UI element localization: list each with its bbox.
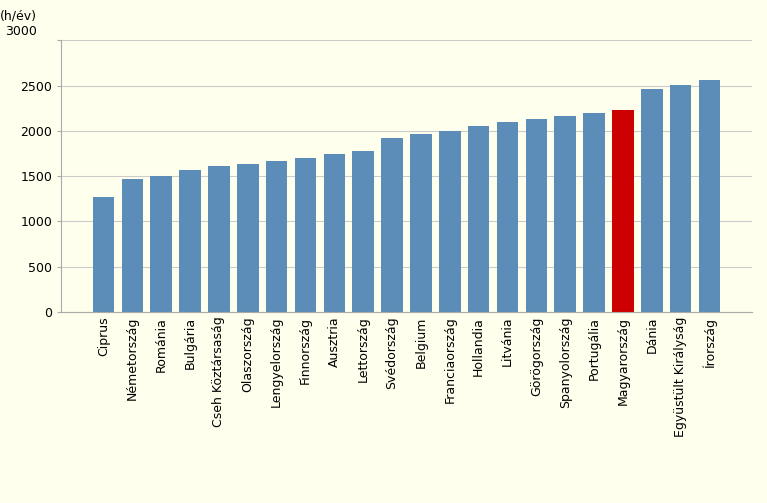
Bar [150, 176, 172, 312]
Bar [295, 158, 316, 312]
Bar [699, 79, 720, 312]
Text: (h/év): (h/év) [0, 10, 37, 23]
Bar [641, 89, 663, 312]
Bar [179, 170, 201, 312]
Bar [93, 197, 114, 312]
Text: 3000: 3000 [5, 25, 37, 38]
Bar [410, 134, 432, 312]
Bar [497, 122, 518, 312]
Bar [468, 126, 489, 312]
Bar [237, 164, 258, 312]
Bar [525, 119, 547, 312]
Bar [352, 151, 374, 312]
Bar [266, 160, 288, 312]
Bar [670, 85, 691, 312]
Bar [555, 116, 576, 312]
Bar [208, 166, 230, 312]
Bar [583, 113, 605, 312]
Bar [381, 138, 403, 312]
Bar [439, 131, 461, 312]
Bar [612, 110, 634, 312]
Bar [324, 154, 345, 312]
Bar [122, 179, 143, 312]
